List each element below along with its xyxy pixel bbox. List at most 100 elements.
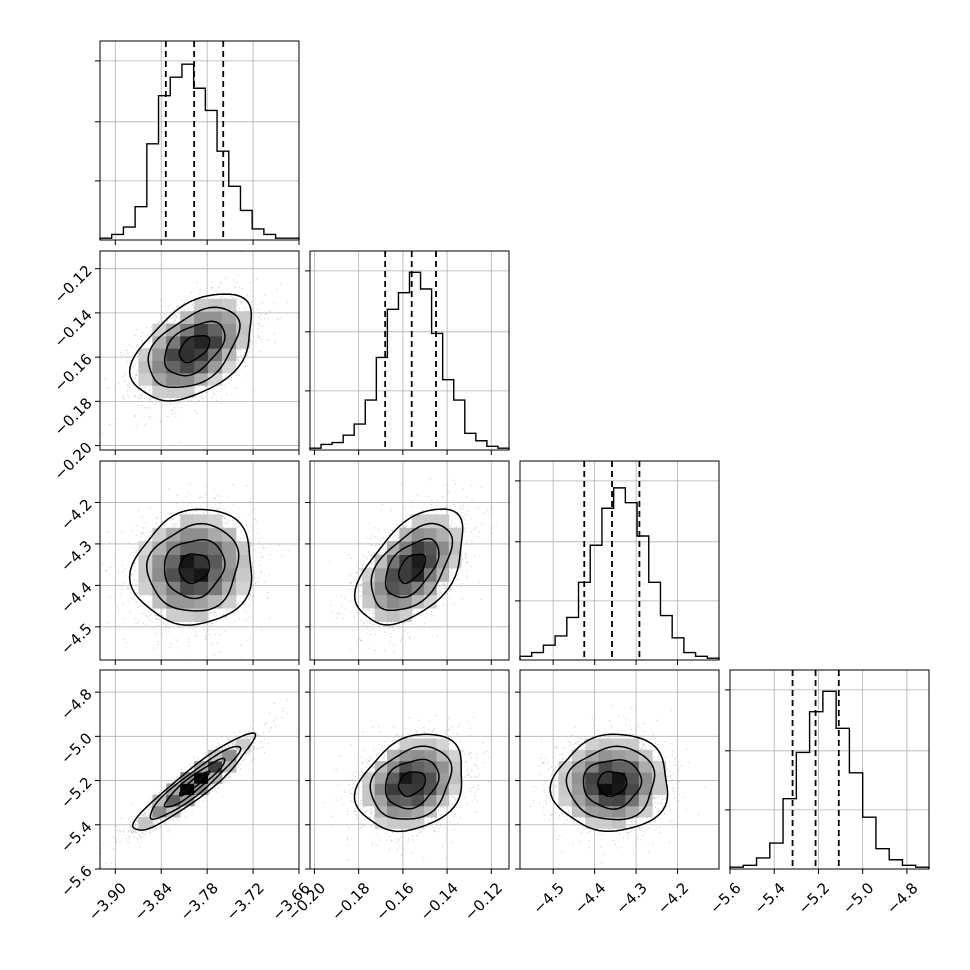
x-tick-label: −0.12: [461, 879, 506, 924]
density-cell: [194, 541, 209, 555]
density-cell: [387, 749, 400, 762]
density-cell: [194, 372, 209, 386]
density-cell: [194, 360, 209, 374]
density-cell: [222, 749, 237, 762]
density-cell: [399, 581, 413, 596]
density-cell: [208, 527, 223, 542]
x-tick-label: −0.16: [372, 879, 417, 924]
density-cell: [222, 311, 237, 324]
density-cell: [152, 594, 167, 609]
density-cell: [194, 554, 209, 569]
scatter-panel-3-1: [99, 460, 300, 661]
density-cell: [585, 783, 600, 796]
density-cell: [598, 749, 613, 762]
histogram-step-line: [519, 487, 720, 660]
y-tick-label: −4.2: [57, 495, 95, 533]
density-cell: [152, 323, 167, 337]
density-cell: [558, 772, 573, 784]
y-tick-label: −0.14: [50, 306, 95, 351]
density-cell: [399, 749, 413, 762]
density-cell: [208, 567, 223, 582]
y-tick-label: −5.6: [57, 862, 95, 900]
density-cell: [436, 772, 450, 784]
ticks-3-3: [515, 480, 679, 665]
density-cell: [411, 554, 425, 569]
density-cell: [558, 783, 573, 796]
density-cell: [436, 527, 450, 542]
contour-level-2: [163, 320, 226, 377]
histogram-step-line: [309, 271, 510, 450]
density-cell: [571, 805, 586, 818]
scatter-panel-2-1: [99, 250, 300, 451]
density-cell: [625, 783, 640, 796]
x-tick-label: −3.72: [223, 879, 268, 924]
density-cell: [235, 541, 251, 555]
density-cell: [387, 594, 400, 609]
density-cell: [652, 760, 667, 773]
density-cell: [571, 749, 586, 762]
density-cell: [436, 783, 450, 796]
density-cell: [436, 738, 450, 751]
density-cell: [638, 749, 653, 762]
density-cell: [436, 760, 450, 773]
panel-content: [530, 705, 706, 864]
density-cell: [138, 554, 153, 569]
density-cell: [411, 738, 425, 751]
density-cell: [612, 772, 626, 784]
density-cell: [399, 817, 413, 829]
density-cell: [180, 385, 195, 399]
density-cell: [166, 385, 181, 399]
density-cell: [612, 738, 626, 751]
density-cell: [235, 335, 251, 349]
density-cell: [222, 323, 237, 337]
density-cell: [652, 772, 667, 784]
density-cell: [180, 360, 195, 374]
contour-level-4: [128, 508, 253, 626]
density-cell: [387, 817, 400, 829]
x-tick-label: −5.2: [795, 879, 833, 917]
density-cell: [399, 760, 413, 773]
panel-content: [102, 484, 299, 659]
density-cell: [194, 581, 209, 596]
x-tick-label: −4.2: [654, 879, 692, 917]
histogram-step-line: [99, 63, 300, 240]
y-tick-label: −0.20: [50, 439, 95, 484]
scatter-panel-3-2: [309, 460, 510, 661]
panel-content: [100, 699, 288, 868]
density-cell: [180, 567, 195, 582]
density-cell: [235, 581, 251, 596]
density-cell: [625, 805, 640, 818]
y-tick-label: −0.18: [50, 394, 95, 439]
density-cell: [448, 783, 462, 796]
y-tick-label: −4.5: [57, 620, 95, 658]
density-cell: [362, 783, 376, 796]
density-cell: [652, 783, 667, 796]
ticks-4-3: [515, 691, 679, 874]
density-cell: [612, 817, 626, 829]
density-cell: [194, 311, 209, 324]
density-cell: [387, 567, 400, 582]
panel-frame: [729, 669, 930, 870]
density-cell: [166, 360, 181, 374]
density-cell: [166, 554, 181, 569]
x-tick-label: −5.6: [706, 879, 744, 917]
density-cell: [411, 772, 425, 784]
density-cell: [411, 541, 425, 555]
density-cell: [180, 335, 195, 349]
ticks-3-2: [305, 501, 492, 665]
density-cell: [571, 760, 586, 773]
density-cell: [166, 783, 181, 796]
density-cell: [424, 514, 437, 529]
density-cell: [411, 514, 425, 529]
density-cell: [424, 594, 437, 609]
contour-level-2: [582, 759, 643, 810]
density-cell: [194, 323, 209, 337]
contour-level-1: [178, 770, 211, 797]
ticks-3-1: [95, 501, 300, 665]
panel-frame: [99, 250, 300, 451]
y-tick-label: −0.16: [50, 350, 95, 395]
ticks-2-2: [305, 270, 492, 455]
density-cell: [235, 567, 251, 582]
contour-level-1: [178, 335, 211, 364]
density-cell: [387, 783, 400, 796]
